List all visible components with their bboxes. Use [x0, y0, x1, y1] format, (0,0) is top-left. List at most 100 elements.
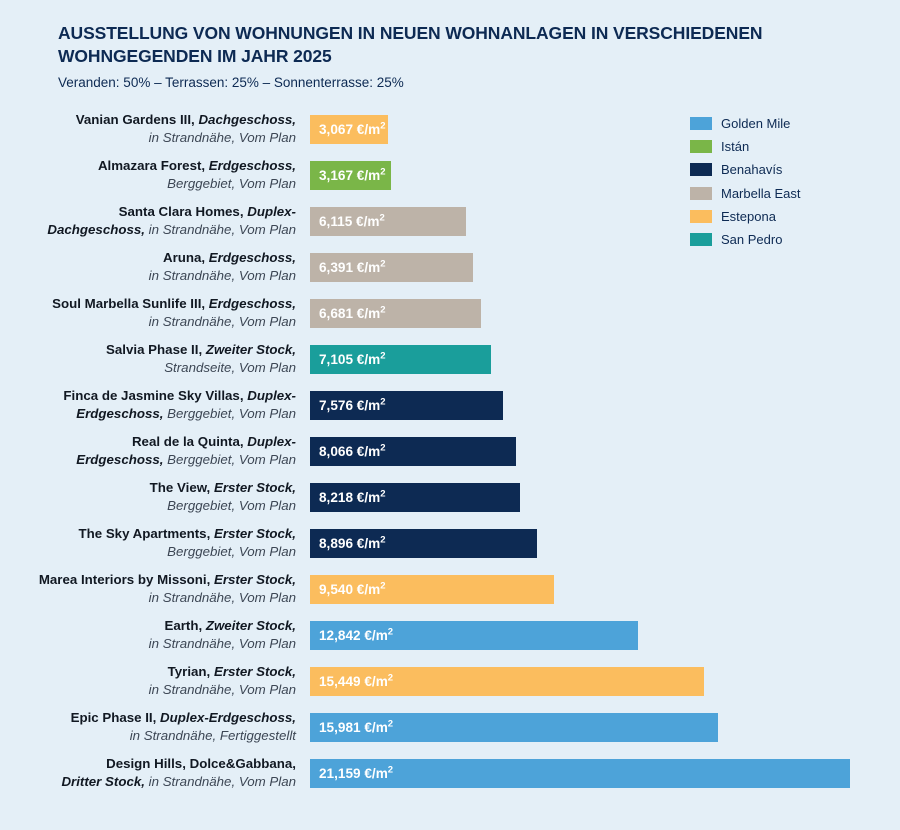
bar-row[interactable]: Salvia Phase II, Zweiter Stock, Strandsei…: [0, 340, 900, 386]
bar-row[interactable]: Design Hills, Dolce&Gabbana, Dritter Stoc…: [0, 754, 900, 800]
bar-row-label: Finca de Jasmine Sky Villas, Duplex- Erdg…: [0, 386, 310, 422]
row-label-line: Dritter Stock, in Strandnähe, Vom Plan: [0, 773, 296, 791]
row-label-segment: Real de la Quinta,: [131, 434, 244, 449]
legend-item-label: Marbella East: [721, 185, 801, 201]
bar-row[interactable]: The Sky Apartments, Erster Stock, Berggeb…: [0, 524, 900, 570]
bar-row-label: Real de la Quinta, Duplex- Erdgeschoss, B…: [0, 432, 310, 468]
row-label-segment: Berggebiet, Vom Plan: [167, 543, 296, 559]
bar[interactable]: 15,981 €/m2: [310, 713, 718, 742]
bar-value-number: 8,066: [319, 443, 354, 459]
bar[interactable]: 21,159 €/m2: [310, 759, 851, 788]
bar-track: 7,105 €/m2: [310, 340, 900, 386]
bar-row[interactable]: The View, Erster Stock, Berggebiet, Vom P…: [0, 478, 900, 524]
row-label-line: in Strandnähe, Vom Plan: [0, 129, 296, 147]
bar-row[interactable]: Almazara Forest, Erdgeschoss, Berggebiet,…: [0, 156, 900, 202]
bar-row-label: Vanian Gardens III, Dachgeschoss, in Stra…: [0, 110, 310, 146]
legend-item[interactable]: Benahavís: [690, 161, 890, 179]
bar-value-number: 15,449: [319, 673, 361, 689]
row-label-segment: Dritter Stock,: [61, 773, 145, 789]
row-label-segment: Dachgeschoss,: [194, 112, 296, 127]
row-label-segment: Duplex-: [243, 388, 296, 403]
bar-value-unit-exponent: 2: [380, 166, 386, 178]
legend-item-label: Estepona: [721, 209, 776, 225]
bar-value-number: 21,159: [319, 765, 361, 781]
row-label-segment: Epic Phase II,: [70, 710, 157, 725]
bar-value-number: 7,105: [319, 351, 354, 367]
legend-item-label: Golden Mile: [721, 115, 791, 131]
bar[interactable]: 8,218 €/m2: [310, 483, 520, 512]
bar-value-unit: €/m: [352, 213, 380, 229]
bar[interactable]: 8,896 €/m2: [310, 529, 538, 558]
row-label-segment: Erdgeschoss,: [205, 158, 296, 173]
legend-item[interactable]: Estepona: [690, 208, 890, 226]
row-label-segment: Vanian Gardens III,: [75, 112, 195, 127]
bar-value-unit: €/m: [353, 397, 381, 413]
row-label-segment: Erster Stock,: [210, 480, 296, 495]
row-label-line: Real de la Quinta, Duplex-: [0, 433, 296, 451]
bar[interactable]: 3,067 €/m2: [310, 115, 389, 144]
bar-row[interactable]: Marea Interiors by Missoni, Erster Stock…: [0, 570, 900, 616]
row-label-segment: Erdgeschoss,: [76, 405, 164, 421]
bar[interactable]: 6,115 €/m2: [310, 207, 467, 236]
bar-row[interactable]: Finca de Jasmine Sky Villas, Duplex- Erdg…: [0, 386, 900, 432]
bar-track: 6,391 €/m2: [310, 248, 900, 294]
bar-value-number: 6,115: [319, 213, 353, 229]
bar[interactable]: 7,576 €/m2: [310, 391, 504, 420]
bar-track: 8,066 €/m2: [310, 432, 900, 478]
bar-value-unit: €/m: [360, 673, 388, 689]
bar-track: 15,981 €/m2: [310, 708, 900, 754]
bar-value-label: 3,067 €/m2: [310, 121, 386, 137]
bar-row[interactable]: Aruna, Erdgeschoss, in Strandnähe, Vom Pl…: [0, 248, 900, 294]
bar-row-label: Design Hills, Dolce&Gabbana, Dritter Stoc…: [0, 754, 310, 790]
bar[interactable]: 9,540 €/m2: [310, 575, 554, 604]
bar[interactable]: 3,167 €/m2: [310, 161, 391, 190]
legend-item[interactable]: Istán: [690, 137, 890, 155]
bar-value-label: 12,842 €/m2: [310, 627, 393, 643]
row-label-segment: Design Hills, Dolce&Gabbana,: [106, 756, 296, 771]
bar-value-label: 6,115 €/m2: [310, 212, 385, 229]
bar-value-label: 7,105 €/m2: [310, 351, 386, 367]
bar-value-unit-exponent: 2: [379, 212, 385, 224]
row-label-line: in Strandnähe, Vom Plan: [0, 681, 296, 699]
bar[interactable]: 7,105 €/m2: [310, 345, 492, 374]
row-label-segment: Marea Interiors by Missoni,: [38, 572, 211, 587]
legend-item[interactable]: San Pedro: [690, 231, 890, 249]
bar-value-number: 3,067: [319, 121, 354, 137]
bar-value-unit: €/m: [353, 489, 381, 505]
bar[interactable]: 15,449 €/m2: [310, 667, 705, 696]
bar[interactable]: 8,066 €/m2: [310, 437, 516, 466]
row-label-segment: Berggebiet, Vom Plan: [163, 405, 296, 421]
bar-track: 6,115 €/m2: [310, 202, 900, 248]
legend-item[interactable]: Marbella East: [690, 184, 890, 202]
bar-value-unit: €/m: [353, 305, 381, 321]
bar-value-label: 3,167 €/m2: [310, 166, 386, 183]
row-label-segment: Dachgeschoss,: [47, 221, 145, 237]
bar-row[interactable]: Santa Clara Homes, Duplex- Dachgeschoss, …: [0, 202, 900, 248]
row-label-segment: Duplex-: [243, 204, 296, 219]
row-label-segment: in Strandnähe, Fertiggestellt: [129, 727, 296, 743]
bar-row-label: Tyrian, Erster Stock, in Strandnähe, Vom …: [0, 662, 310, 698]
legend-item-label: San Pedro: [721, 232, 783, 248]
bar-row[interactable]: Vanian Gardens III, Dachgeschoss, in Stra…: [0, 110, 900, 156]
row-label-segment: Earth,: [164, 618, 203, 633]
bar-row[interactable]: Epic Phase II, Duplex-Erdgeschoss, in Str…: [0, 708, 900, 754]
bar[interactable]: 6,391 €/m2: [310, 253, 474, 282]
row-label-line: Berggebiet, Vom Plan: [0, 175, 296, 193]
legend-item-label: Istán: [721, 138, 750, 154]
bar-row[interactable]: Tyrian, Erster Stock, in Strandnähe, Vom …: [0, 662, 900, 708]
row-label-segment: in Strandnähe, Vom Plan: [148, 313, 296, 329]
bar[interactable]: 6,681 €/m2: [310, 299, 481, 328]
bar[interactable]: 12,842 €/m2: [310, 621, 638, 650]
legend-item[interactable]: Golden Mile: [690, 114, 890, 132]
bar-value-unit-exponent: 2: [380, 534, 386, 546]
row-label-segment: in Strandnähe, Vom Plan: [144, 221, 296, 237]
bar-track: 21,159 €/m2: [310, 754, 900, 800]
bar-row[interactable]: Real de la Quinta, Duplex- Erdgeschoss, B…: [0, 432, 900, 478]
legend-swatch-icon: [690, 233, 712, 247]
bar-row[interactable]: Earth, Zweiter Stock, in Strandnähe, Vom …: [0, 616, 900, 662]
bar-track: 8,896 €/m2: [310, 524, 900, 570]
row-label-line: in Strandnähe, Vom Plan: [0, 267, 296, 285]
bar-row[interactable]: Soul Marbella Sunlife III, Erdgeschoss, i…: [0, 294, 900, 340]
bar-row-label: The View, Erster Stock, Berggebiet, Vom P…: [0, 478, 310, 514]
bar-value-unit: €/m: [353, 259, 381, 275]
